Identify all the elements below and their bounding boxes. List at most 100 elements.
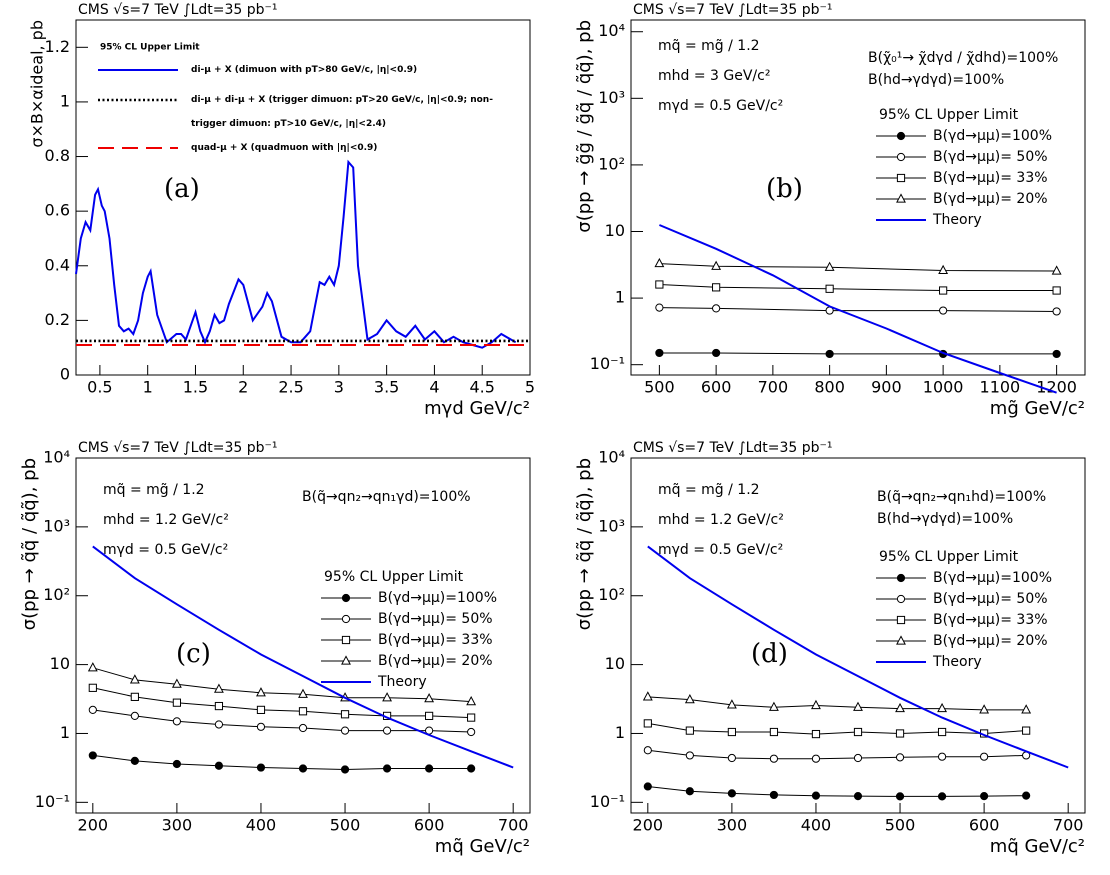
marker bbox=[811, 699, 821, 710]
y-tick-label: 10 bbox=[605, 221, 625, 240]
marker bbox=[685, 751, 694, 760]
marker bbox=[172, 759, 181, 769]
x-tick-label: 5 bbox=[525, 378, 535, 397]
branching-note: B(hd→γdγd)=100% bbox=[877, 511, 1013, 527]
y-axis-label: σ×B×αideal, pb bbox=[28, 20, 47, 148]
y-axis-label: σ(pp → g̃g̃ / g̃q̃ / q̃q̃), pb bbox=[574, 20, 595, 233]
marker bbox=[896, 152, 906, 162]
marker bbox=[939, 286, 948, 295]
marker bbox=[895, 729, 905, 738]
y-tick-label: 10⁻¹ bbox=[35, 792, 70, 811]
marker bbox=[129, 674, 140, 684]
marker bbox=[340, 710, 350, 719]
marker bbox=[712, 283, 721, 292]
y-axis-label: σ(pp → q̃q̃ / q̃q̃), pb bbox=[574, 458, 595, 630]
y-tick-label: 0.2 bbox=[45, 310, 70, 329]
x-axis-label: mq̃ GeV/c² bbox=[435, 836, 530, 857]
marker bbox=[937, 702, 948, 713]
marker bbox=[769, 727, 779, 737]
series-line bbox=[75, 159, 517, 349]
x-tick-label: 4 bbox=[429, 378, 439, 397]
legend-title: 95% CL Upper Limit bbox=[879, 107, 1019, 123]
marker bbox=[172, 717, 181, 726]
legend-label: B(γd→μμ)= 33% bbox=[933, 612, 1048, 628]
marker bbox=[895, 753, 905, 762]
marker bbox=[341, 614, 351, 624]
marker bbox=[1052, 286, 1061, 295]
marker bbox=[654, 257, 665, 268]
marker bbox=[727, 727, 736, 737]
marker bbox=[87, 662, 98, 672]
annotation: mhd = 3 GeV/c² bbox=[658, 68, 770, 84]
marker bbox=[256, 705, 266, 714]
legend-label: B(γd→μμ)= 20% bbox=[933, 191, 1048, 207]
series-line bbox=[647, 696, 1027, 711]
marker bbox=[1022, 726, 1031, 735]
y-tick-label: 0.6 bbox=[45, 201, 70, 220]
marker bbox=[298, 688, 308, 698]
panel-label: (d) bbox=[751, 639, 788, 669]
marker bbox=[172, 698, 181, 707]
marker bbox=[684, 693, 695, 704]
marker bbox=[895, 702, 905, 713]
marker bbox=[896, 193, 906, 203]
marker bbox=[466, 695, 477, 706]
marker bbox=[298, 707, 308, 716]
marker bbox=[811, 729, 821, 739]
x-tick-label: 0.5 bbox=[87, 378, 112, 397]
marker bbox=[467, 764, 476, 773]
marker bbox=[824, 261, 835, 271]
x-tick-label: 2 bbox=[238, 378, 248, 397]
legend-label: B(γd→μμ)=100% bbox=[933, 128, 1052, 144]
x-tick-label: 400 bbox=[801, 816, 832, 835]
annotation: mγd = 0.5 GeV/c² bbox=[103, 542, 228, 558]
x-tick-label: 1 bbox=[143, 378, 153, 397]
marker bbox=[643, 719, 652, 728]
marker bbox=[727, 753, 736, 763]
marker bbox=[424, 693, 435, 703]
marker bbox=[341, 635, 351, 645]
marker bbox=[341, 593, 351, 603]
x-tick-label: 1100 bbox=[980, 378, 1021, 397]
y-tick-label: 10² bbox=[598, 154, 625, 173]
header: CMS √s=7 TeV ∫Ldt=35 pb⁻¹ bbox=[78, 2, 278, 18]
x-tick-label: 700 bbox=[1053, 816, 1084, 835]
y-tick-label: 10² bbox=[43, 585, 70, 604]
y-tick-label: 10⁻¹ bbox=[590, 792, 625, 811]
annotation: mq̃ = mg̃ / 1.2 bbox=[658, 482, 760, 498]
marker bbox=[382, 764, 392, 773]
x-tick-label: 2.5 bbox=[278, 378, 303, 397]
marker bbox=[130, 711, 139, 720]
marker bbox=[214, 720, 224, 729]
marker bbox=[937, 727, 947, 737]
marker bbox=[811, 791, 821, 800]
marker bbox=[425, 711, 434, 720]
y-tick-label: 10² bbox=[598, 585, 625, 604]
marker bbox=[939, 306, 948, 315]
marker bbox=[825, 349, 834, 359]
marker bbox=[298, 764, 308, 773]
x-tick-label: 500 bbox=[644, 378, 675, 397]
annotation: mq̃ = mg̃ / 1.2 bbox=[658, 38, 760, 54]
marker bbox=[853, 727, 863, 737]
marker bbox=[685, 787, 694, 796]
marker bbox=[214, 701, 224, 711]
series-line bbox=[92, 545, 514, 769]
panel-label: (a) bbox=[164, 174, 200, 204]
series-line bbox=[92, 667, 472, 703]
legend-title: 95% CL Upper Limit bbox=[100, 43, 200, 53]
marker bbox=[643, 782, 652, 791]
header: CMS √s=7 TeV ∫Ldt=35 pb⁻¹ bbox=[633, 2, 833, 18]
marker bbox=[213, 683, 224, 693]
annotation: mγd = 0.5 GeV/c² bbox=[658, 542, 783, 558]
y-tick-label: 10⁴ bbox=[598, 21, 625, 40]
x-tick-label: 300 bbox=[717, 816, 748, 835]
marker bbox=[425, 764, 434, 773]
marker bbox=[711, 260, 722, 270]
legend-label: Theory bbox=[377, 674, 427, 690]
legend-label: B(γd→μμ)= 50% bbox=[933, 149, 1048, 165]
x-tick-label: 700 bbox=[498, 816, 529, 835]
series-line bbox=[92, 754, 472, 771]
marker bbox=[340, 765, 350, 774]
